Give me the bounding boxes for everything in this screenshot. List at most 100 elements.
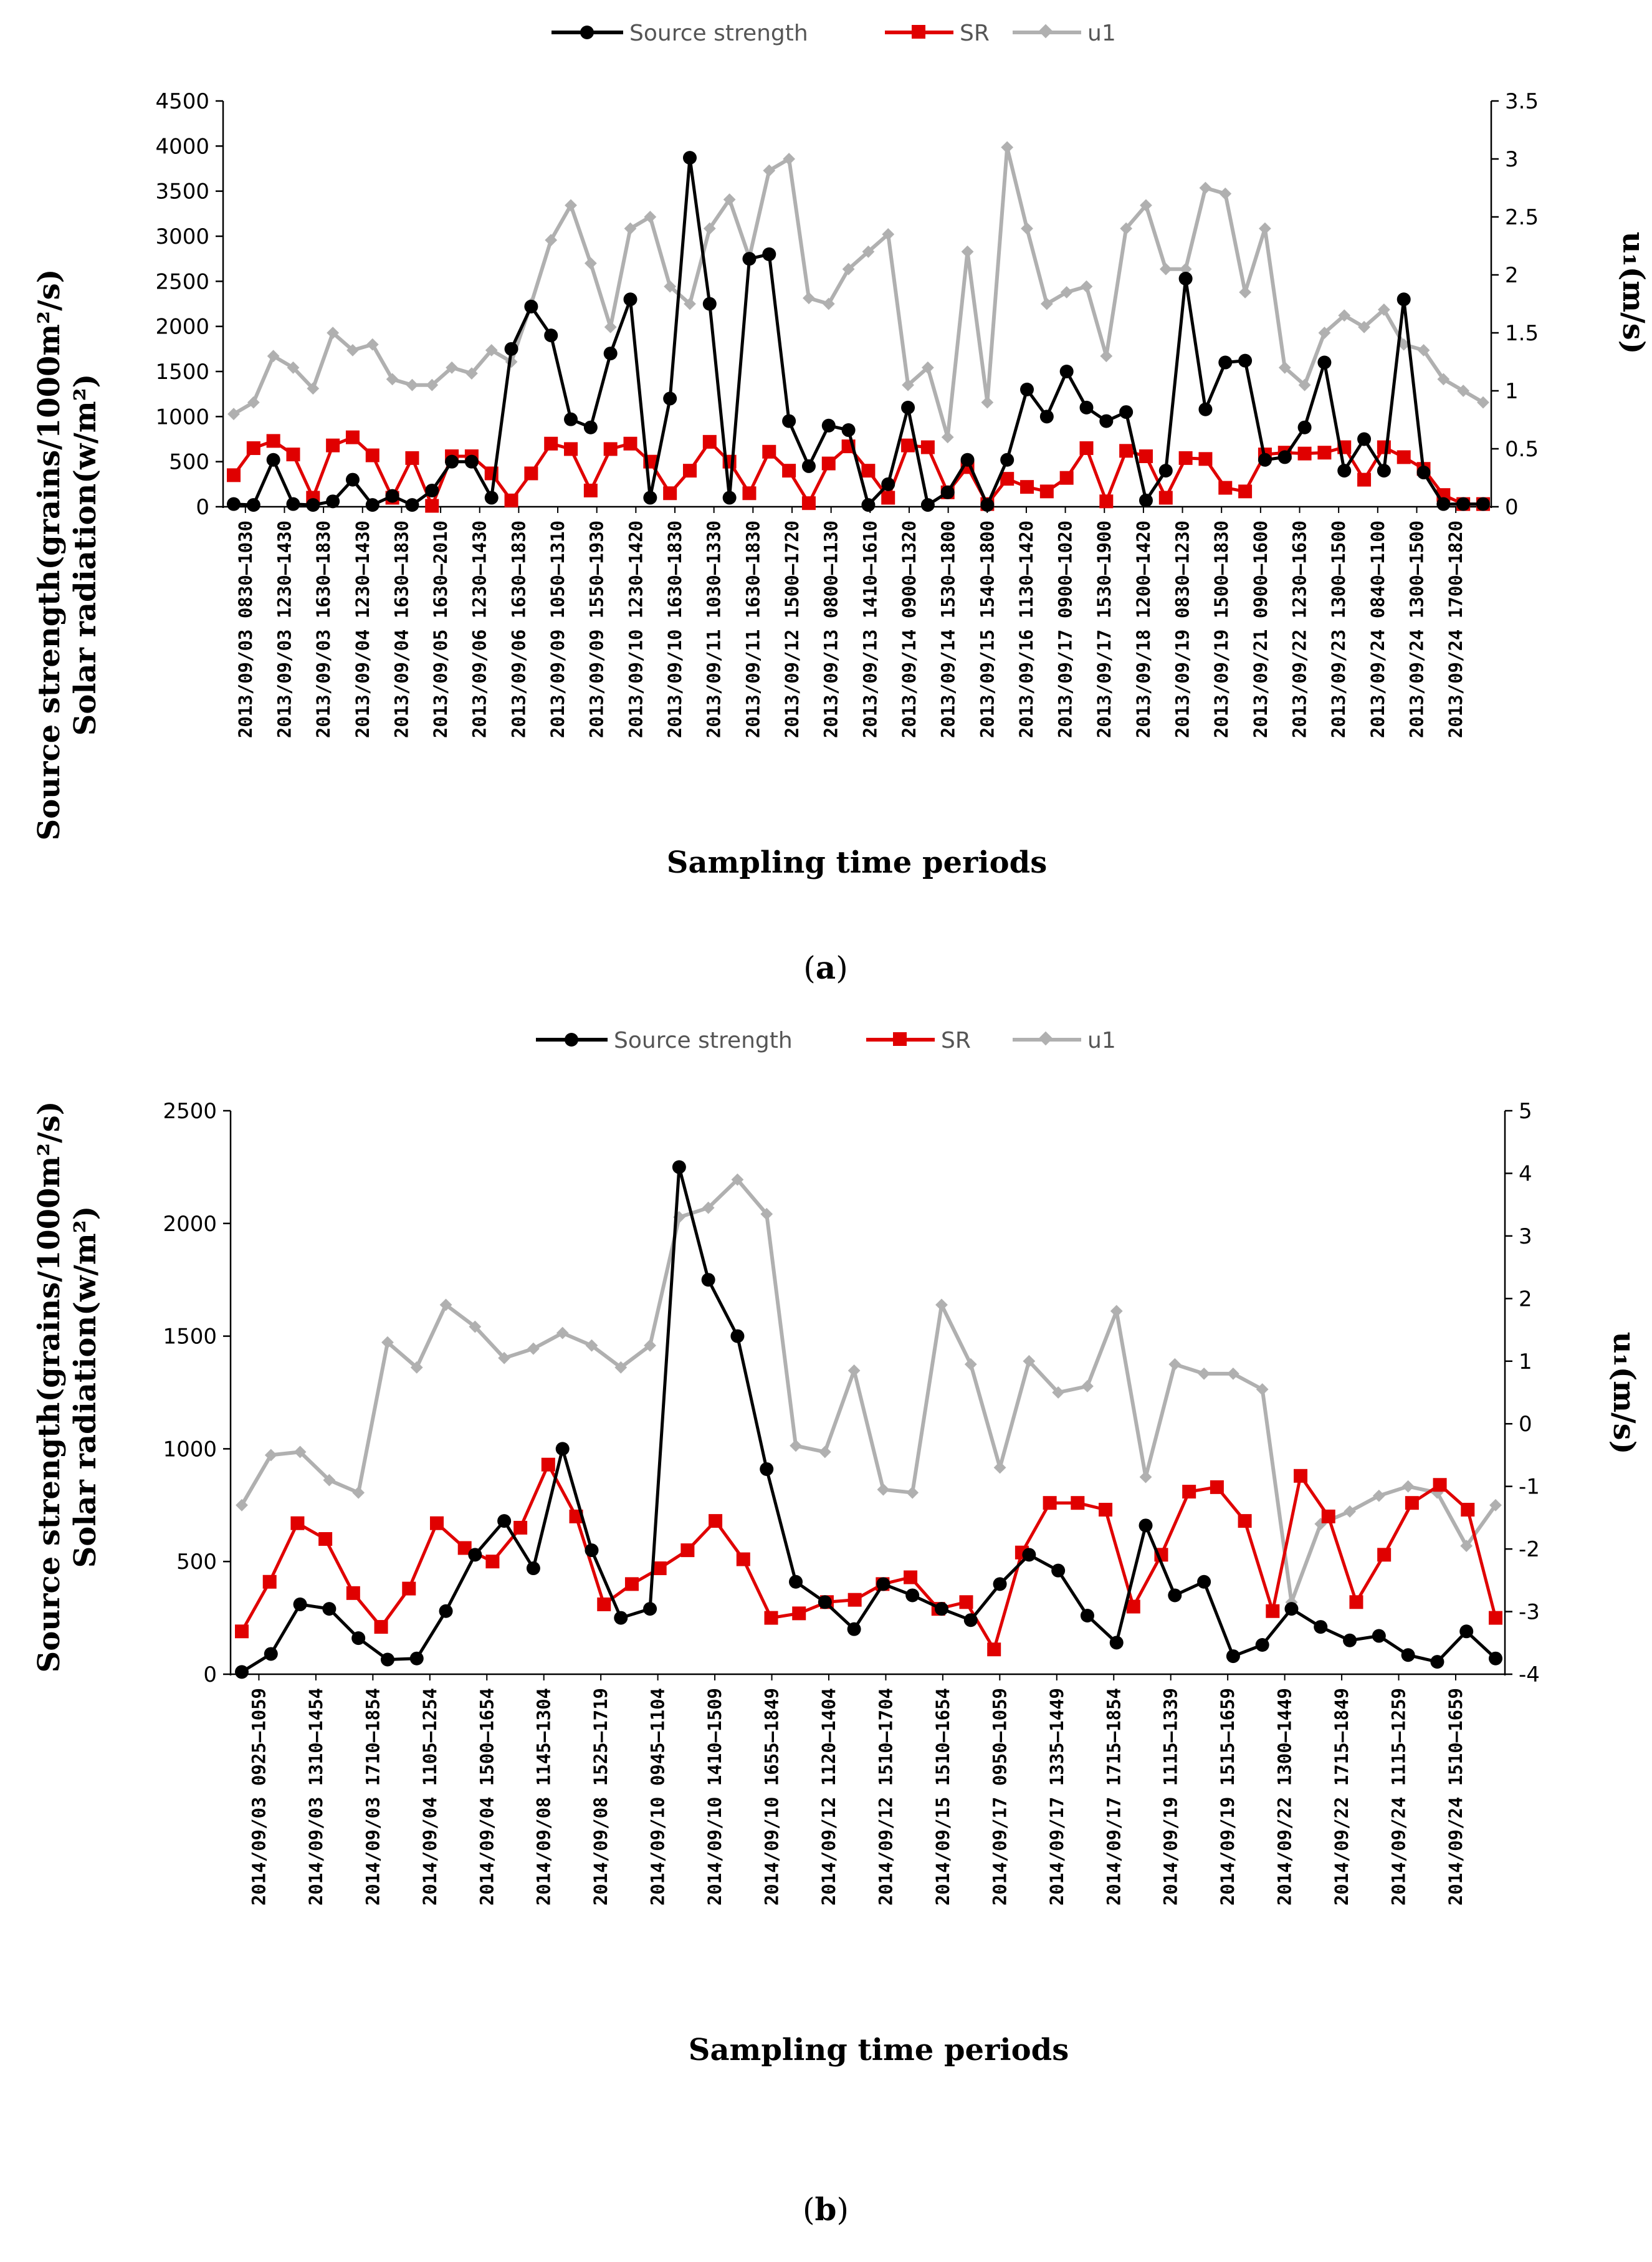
data-point: [584, 257, 597, 270]
data-point: [405, 451, 419, 465]
data-point: [227, 468, 241, 482]
series-u1: [236, 1173, 1502, 1609]
x-tick-label: 2013/09/16 1130–1420: [1016, 520, 1037, 738]
data-point: [1259, 222, 1271, 235]
data-point: [1459, 1624, 1474, 1639]
x-tick-label: 2014/09/10 1655–1849: [762, 1688, 783, 1905]
x-tick-label: 2013/09/06 1630–1830: [508, 520, 529, 738]
x-tick-label: 2013/09/23 1300–1500: [1328, 520, 1349, 738]
data-point: [782, 414, 796, 428]
data-point: [643, 491, 657, 505]
y-tick-label-left: 2500: [155, 269, 209, 294]
data-point: [792, 1606, 806, 1621]
data-point: [762, 444, 776, 459]
data-point: [672, 1160, 686, 1174]
data-point: [877, 1483, 890, 1496]
data-point: [905, 1588, 920, 1603]
y-tick-label-right: -2: [1519, 1537, 1540, 1562]
data-point: [703, 222, 716, 235]
series-line: [241, 1165, 1497, 1674]
data-point: [287, 361, 300, 374]
data-point: [1344, 1505, 1356, 1518]
panel-label-a: (a): [803, 949, 847, 986]
data-point: [993, 1461, 1006, 1474]
x-tick-label: 2013/09/22 1230–1630: [1289, 520, 1311, 738]
data-point: [246, 441, 260, 455]
y-tick-label-right: -4: [1519, 1662, 1540, 1687]
x-tick-label: 2013/09/21 0900–1600: [1250, 520, 1271, 738]
data-point: [1060, 286, 1073, 299]
data-point: [544, 436, 558, 451]
data-point: [876, 1577, 890, 1591]
legend-a: Source strength SR u1: [551, 21, 1116, 46]
data-point: [1120, 222, 1133, 235]
legend-b-source-strength: Source strength: [614, 1028, 793, 1053]
data-point: [1126, 1599, 1140, 1614]
y-tick-label-left: 1500: [155, 360, 209, 385]
y-tick-label-left: 500: [169, 450, 209, 475]
data-point: [1489, 1498, 1502, 1512]
data-point: [1100, 350, 1113, 363]
data-point: [920, 498, 935, 512]
data-point: [346, 344, 359, 357]
data-point: [1343, 1633, 1357, 1647]
data-point: [1139, 493, 1153, 507]
y-tick-label-left: 1000: [155, 405, 209, 429]
legend-b-u1: u1: [1087, 1028, 1116, 1053]
y-tick-label-right: 2: [1519, 1287, 1532, 1311]
x-tick-label: 2013/09/19 0830–1230: [1172, 520, 1193, 738]
data-point: [264, 1449, 277, 1462]
x-tick-label: 2014/09/08 1525–1719: [590, 1688, 611, 1905]
data-point: [643, 1602, 657, 1616]
data-point: [680, 1543, 695, 1558]
data-point: [1238, 484, 1253, 499]
data-point: [497, 1514, 512, 1528]
x-tick-label: 2014/09/15 1510–1654: [932, 1688, 953, 1905]
data-point: [1179, 262, 1192, 276]
data-point: [464, 454, 479, 469]
data-point: [446, 361, 458, 374]
data-point: [1377, 464, 1391, 478]
data-point: [1297, 446, 1312, 461]
data-point: [702, 434, 717, 449]
data-point: [1238, 1514, 1252, 1528]
x-tick-label: 2014/09/19 1115–1339: [1160, 1688, 1182, 1905]
data-point: [1000, 472, 1015, 486]
x-tick-label: 2014/09/19 1515–1659: [1217, 1688, 1238, 1905]
data-point: [723, 193, 736, 206]
data-point: [1071, 1496, 1085, 1510]
data-point: [267, 350, 280, 363]
data-point: [603, 347, 618, 361]
data-point: [847, 1364, 861, 1377]
panel-label-b: (b): [803, 2191, 849, 2228]
data-point: [935, 1298, 948, 1311]
data-point: [439, 1298, 452, 1311]
data-point: [345, 430, 360, 444]
x-tick-label: 2014/09/22 1300–1449: [1274, 1688, 1296, 1905]
data-point: [498, 1351, 511, 1364]
data-point: [664, 280, 677, 293]
data-point: [1338, 309, 1351, 322]
y-tick-label-right: 0: [1505, 495, 1519, 520]
data-point: [963, 1613, 978, 1627]
data-point: [1277, 450, 1292, 464]
data-point: [742, 252, 757, 266]
data-point: [405, 498, 419, 512]
data-point: [1461, 1503, 1475, 1517]
data-point: [1397, 292, 1411, 307]
y-tick-label-left: 1500: [163, 1325, 217, 1349]
x-tick-label: 2014/09/03 0925–1059: [248, 1688, 269, 1905]
data-point: [1198, 402, 1213, 416]
data-point: [386, 373, 399, 386]
y-tick-label-right: 4: [1519, 1161, 1532, 1186]
data-point: [409, 1651, 424, 1665]
data-point: [663, 486, 677, 501]
data-point: [504, 342, 518, 356]
data-point: [410, 1361, 423, 1374]
data-point: [526, 1561, 540, 1576]
data-point: [1119, 444, 1134, 458]
data-point: [1099, 494, 1114, 509]
data-point: [1417, 344, 1430, 357]
data-point: [381, 1336, 394, 1349]
data-point: [583, 420, 598, 434]
